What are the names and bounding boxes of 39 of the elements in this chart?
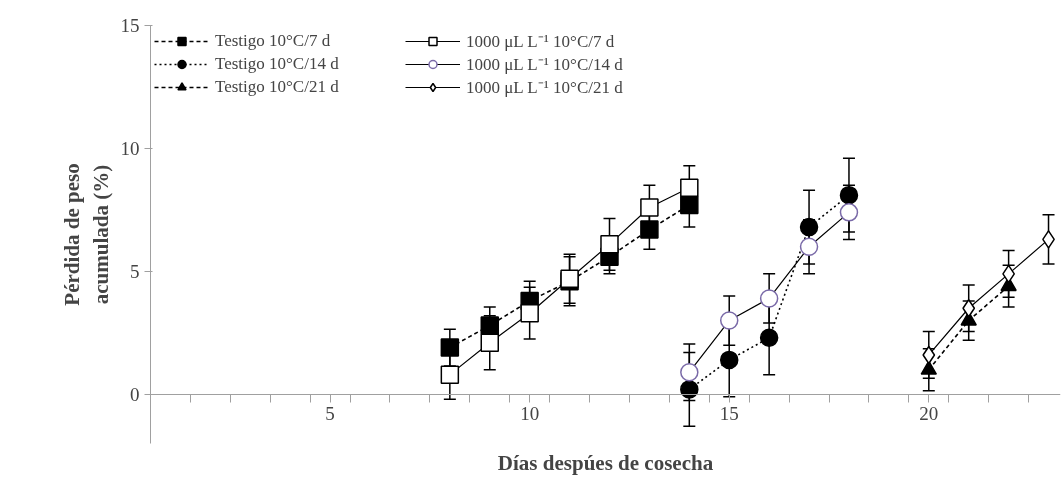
x-tick-label: 20 bbox=[919, 403, 939, 425]
point bbox=[839, 203, 859, 222]
x-tick-label: 10 bbox=[520, 403, 540, 425]
point bbox=[839, 185, 859, 205]
point bbox=[799, 217, 819, 237]
y-tick-label: 15 bbox=[120, 15, 140, 36]
x-tick-label: 5 bbox=[325, 403, 335, 425]
point bbox=[962, 299, 976, 318]
y-axis-title: Pérdida de peso acumulada (%) bbox=[59, 163, 113, 306]
legend-label: 1000 μL L⁻¹ 10°C/21 d bbox=[466, 77, 624, 98]
point bbox=[680, 380, 699, 399]
point bbox=[680, 178, 699, 198]
point bbox=[719, 311, 739, 330]
legend-label: Testigo 10°C/7 d bbox=[215, 30, 332, 51]
point bbox=[680, 195, 699, 215]
legend-label: 1000 μL L⁻¹ 10°C/7 d bbox=[466, 31, 616, 52]
legend-label: 1000 μL L⁻¹ 10°C/14 d bbox=[466, 54, 624, 75]
x-axis-title: Días despúes de cosecha bbox=[497, 450, 714, 475]
point bbox=[520, 303, 539, 323]
point bbox=[440, 365, 460, 384]
point bbox=[922, 345, 936, 365]
point bbox=[799, 237, 819, 257]
y-tick-label: 0 bbox=[130, 383, 140, 405]
legend-label: Testigo 10°C/14 d bbox=[215, 53, 340, 74]
point bbox=[719, 350, 739, 370]
point bbox=[480, 333, 499, 352]
point bbox=[640, 198, 659, 217]
point bbox=[600, 235, 619, 254]
y-tick-label: 10 bbox=[120, 137, 140, 159]
point bbox=[640, 220, 659, 239]
point bbox=[680, 362, 699, 382]
legend-label: Testigo 10°C/21 d bbox=[215, 76, 340, 97]
y-tick-label: 5 bbox=[130, 260, 140, 282]
point bbox=[759, 289, 779, 308]
x-tick-label: 15 bbox=[719, 403, 739, 425]
point bbox=[440, 338, 460, 357]
point bbox=[759, 328, 779, 347]
point bbox=[480, 316, 499, 335]
point bbox=[1002, 264, 1016, 284]
